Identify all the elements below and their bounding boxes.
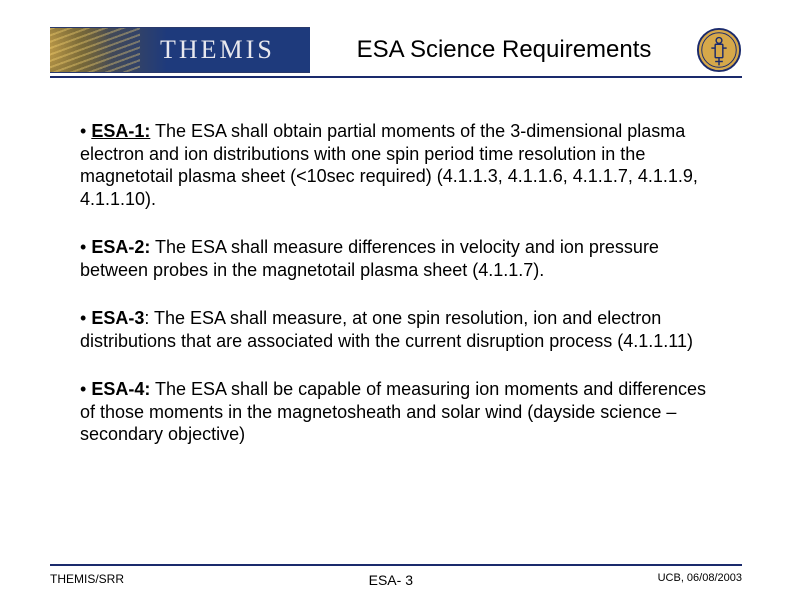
requirement-item: • ESA-2: The ESA shall measure differenc… [80,236,712,281]
footer-right: UCB, 06/08/2003 [658,572,742,584]
requirement-label: ESA-2: [91,237,150,257]
requirement-item: • ESA-4: The ESA shall be capable of mea… [80,378,712,446]
logo-text: THEMIS [160,35,275,65]
requirement-label: ESA-1: [91,121,150,141]
requirement-item: • ESA-3: The ESA shall measure, at one s… [80,307,712,352]
footer-center: ESA- 3 [369,572,413,588]
requirement-text: The ESA shall be capable of measuring io… [80,379,706,444]
themis-logo: THEMIS [50,27,310,73]
slide-header: THEMIS ESA Science Requirements [50,24,742,78]
requirement-text: : The ESA shall measure, at one spin res… [80,308,693,351]
requirements-list: • ESA-1: The ESA shall obtain partial mo… [80,120,712,472]
logo-rays-graphic [50,28,140,72]
requirement-item: • ESA-1: The ESA shall obtain partial mo… [80,120,712,210]
requirement-text: The ESA shall measure differences in vel… [80,237,659,280]
footer-left: THEMIS/SRR [50,572,124,586]
page-title: ESA Science Requirements [310,36,688,64]
requirement-text: The ESA shall obtain partial moments of … [80,121,698,209]
requirement-label: ESA-3 [91,308,144,328]
requirement-label: ESA-4: [91,379,150,399]
slide-footer: THEMIS/SRR ESA- 3 UCB, 06/08/2003 [50,564,742,588]
mission-seal-icon [696,27,742,73]
